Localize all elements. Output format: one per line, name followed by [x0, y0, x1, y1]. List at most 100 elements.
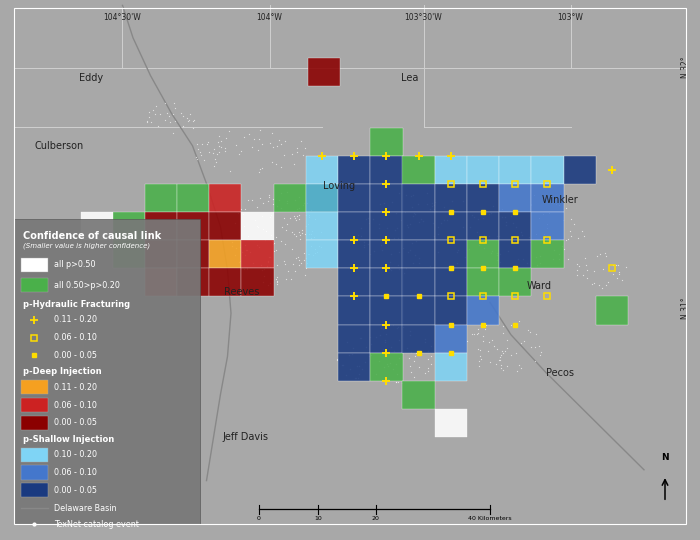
Point: [300, 211, 312, 220]
Point: [428, 201, 440, 210]
Point: [512, 255, 524, 264]
Point: [472, 329, 483, 338]
Point: [475, 352, 486, 360]
Bar: [274, 184, 306, 212]
Point: [246, 196, 258, 205]
Point: [295, 231, 306, 239]
Point: [573, 262, 584, 271]
Point: [246, 143, 258, 151]
Point: [290, 232, 302, 240]
Point: [525, 238, 536, 247]
Point: [356, 232, 367, 240]
Point: [251, 202, 262, 211]
Point: [473, 345, 484, 353]
Point: [498, 348, 509, 357]
Point: [592, 252, 603, 260]
Point: [352, 374, 363, 383]
Point: [472, 329, 483, 338]
Point: [356, 333, 367, 342]
Point: [302, 249, 314, 258]
Point: [507, 237, 518, 246]
Point: [494, 353, 505, 361]
Point: [239, 265, 250, 273]
Point: [398, 323, 409, 332]
Bar: [21, 278, 48, 292]
Point: [424, 205, 435, 213]
Point: [510, 223, 522, 232]
Point: [252, 240, 263, 249]
Point: [577, 227, 588, 235]
Point: [531, 230, 542, 238]
Point: [267, 158, 278, 166]
Point: [402, 223, 414, 232]
Point: [297, 225, 308, 234]
Text: TexNet catalog event: TexNet catalog event: [54, 520, 139, 529]
Point: [617, 275, 628, 284]
Point: [396, 379, 407, 388]
Point: [348, 344, 359, 353]
Point: [263, 191, 274, 199]
Point: [517, 254, 528, 263]
Point: [588, 279, 599, 287]
Point: [534, 351, 545, 360]
Point: [572, 266, 583, 274]
Point: [263, 253, 274, 261]
Point: [535, 252, 546, 260]
Bar: [370, 156, 402, 184]
Point: [281, 275, 292, 284]
Point: [500, 220, 511, 229]
Bar: [145, 212, 177, 240]
Point: [460, 253, 471, 261]
Point: [377, 348, 388, 356]
Point: [422, 355, 433, 363]
Point: [283, 266, 294, 275]
Point: [267, 239, 279, 248]
Point: [463, 245, 474, 253]
Point: [492, 345, 503, 353]
Point: [491, 360, 502, 369]
Point: [391, 370, 402, 379]
Point: [377, 325, 388, 334]
Bar: [467, 156, 499, 184]
Point: [384, 265, 395, 273]
Bar: [241, 212, 274, 240]
Point: [383, 234, 394, 243]
Point: [391, 377, 402, 386]
Point: [290, 215, 301, 224]
Point: [393, 188, 404, 197]
Text: 0.06 - 0.10: 0.06 - 0.10: [54, 401, 97, 409]
Point: [413, 259, 424, 267]
Point: [315, 227, 326, 236]
Point: [402, 220, 413, 229]
Point: [144, 113, 155, 122]
Point: [212, 150, 223, 159]
Text: Winkler: Winkler: [542, 195, 578, 205]
Point: [419, 368, 430, 377]
Point: [509, 232, 520, 240]
Point: [291, 254, 302, 262]
Point: [248, 134, 260, 143]
Point: [477, 337, 489, 346]
Point: [571, 271, 582, 279]
Point: [484, 358, 496, 367]
Point: [515, 363, 526, 372]
Point: [192, 145, 203, 154]
Point: [230, 141, 241, 150]
Point: [297, 151, 308, 160]
Point: [264, 262, 275, 271]
Bar: [467, 240, 499, 268]
Point: [389, 234, 400, 242]
Bar: [241, 240, 274, 268]
Point: [364, 218, 375, 227]
Point: [428, 205, 440, 213]
Point: [276, 222, 288, 231]
Point: [265, 279, 276, 288]
Point: [525, 342, 536, 351]
Point: [183, 116, 194, 124]
Text: 103°30'W: 103°30'W: [405, 14, 442, 23]
Bar: [531, 240, 564, 268]
Point: [400, 191, 412, 199]
Point: [356, 224, 367, 232]
Point: [529, 357, 540, 366]
Point: [270, 160, 281, 168]
